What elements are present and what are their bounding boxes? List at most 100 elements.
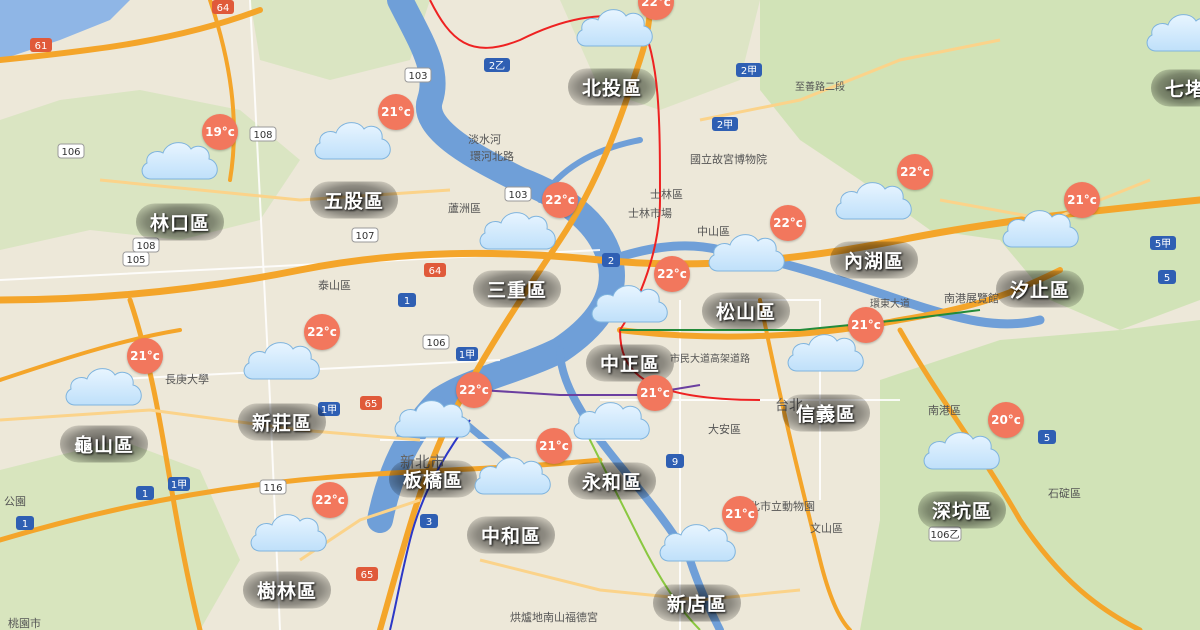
svg-text:石碇區: 石碇區	[1048, 486, 1081, 500]
cloud-icon	[239, 333, 325, 387]
svg-text:公園: 公園	[4, 495, 26, 508]
svg-text:107: 107	[355, 231, 374, 242]
svg-text:1: 1	[404, 296, 410, 307]
cloud-icon	[919, 423, 1005, 477]
district-label[interactable]: 內湖區	[829, 241, 919, 279]
place-labels: 淡水河 環河北路 國立故宮博物院 士林區 士林市場 中山區 蘆洲區 泰山區 長庚…	[4, 80, 1081, 630]
district-label[interactable]: 樹林區	[242, 571, 332, 609]
svg-text:蘆洲區: 蘆洲區	[448, 201, 481, 215]
svg-text:64: 64	[429, 266, 442, 277]
svg-text:士林市場: 士林市場	[628, 206, 672, 220]
cloud-icon	[475, 203, 561, 257]
svg-text:2: 2	[608, 256, 614, 267]
svg-text:106乙: 106乙	[930, 529, 959, 541]
road-shields: 64 61 103 2乙 2甲 2甲 108 106 108 105 107 1…	[16, 0, 1176, 581]
cloud-icon	[998, 201, 1084, 255]
svg-text:大安區: 大安區	[708, 422, 741, 436]
cloud-icon	[569, 393, 655, 447]
cloud-icon	[783, 325, 869, 379]
svg-text:5: 5	[1164, 273, 1170, 284]
temperature-badge: 22°c	[654, 256, 690, 292]
svg-text:5甲: 5甲	[1155, 239, 1171, 250]
svg-text:泰山區: 泰山區	[318, 278, 351, 292]
svg-text:2甲: 2甲	[717, 120, 733, 131]
temperature-badge: 22°c	[304, 314, 340, 350]
cloud-icon	[470, 448, 556, 502]
svg-text:106: 106	[61, 147, 80, 158]
cloud-icon	[831, 173, 917, 227]
svg-text:長庚大學: 長庚大學	[165, 372, 209, 386]
district-label[interactable]: 深坑區	[917, 491, 1007, 529]
temperature-badge: 19°c	[202, 114, 238, 150]
svg-text:61: 61	[35, 41, 48, 52]
cloud-icon	[655, 515, 741, 569]
temperature-badge: 22°c	[456, 372, 492, 408]
district-label[interactable]: 北投區	[567, 68, 657, 106]
temperature-badge: 21°c	[1064, 182, 1100, 218]
temperature-badge: 22°c	[312, 482, 348, 518]
temperature-badge: 21°c	[722, 496, 758, 532]
svg-text:士林區: 士林區	[650, 187, 683, 201]
svg-text:103: 103	[508, 190, 527, 201]
temperature-badge: 21°c	[378, 94, 414, 130]
svg-text:1甲: 1甲	[459, 350, 475, 361]
temperature-badge: 21°c	[536, 428, 572, 464]
district-label[interactable]: 松山區	[701, 292, 791, 330]
district-label[interactable]: 永和區	[567, 462, 657, 500]
cloud-icon	[137, 133, 223, 187]
district-label[interactable]: 龜山區	[59, 425, 149, 463]
svg-text:烘爐地南山福德宮: 烘爐地南山福德宮	[510, 610, 598, 624]
cloud-icon	[1142, 5, 1200, 59]
svg-text:南港展覽館: 南港展覽館	[944, 291, 999, 305]
svg-text:1: 1	[142, 489, 148, 500]
district-label[interactable]: 新店區	[652, 584, 742, 622]
svg-text:5: 5	[1044, 433, 1050, 444]
svg-text:2甲: 2甲	[741, 66, 757, 77]
district-label[interactable]: 七堵	[1150, 69, 1200, 107]
district-label[interactable]: 中和區	[466, 516, 556, 554]
museum-label: 國立故宮博物院	[690, 152, 767, 166]
district-label[interactable]: 五股區	[309, 181, 399, 219]
temperature-badge: 22°c	[897, 154, 933, 190]
svg-text:1甲: 1甲	[171, 480, 187, 491]
cloud-icon	[310, 113, 396, 167]
svg-text:文山區: 文山區	[810, 521, 843, 535]
svg-text:108: 108	[253, 130, 272, 141]
district-label[interactable]: 三重區	[472, 270, 562, 308]
cloud-icon	[572, 0, 658, 54]
svg-text:中山區: 中山區	[697, 225, 730, 238]
svg-text:2乙: 2乙	[489, 60, 505, 72]
svg-text:64: 64	[217, 3, 230, 14]
district-label[interactable]: 林口區	[135, 203, 225, 241]
svg-text:環東大道: 環東大道	[870, 297, 910, 310]
cloud-icon	[704, 225, 790, 279]
svg-text:103: 103	[408, 71, 427, 82]
svg-text:南港區: 南港區	[928, 404, 961, 417]
temperature-badge: 21°c	[637, 375, 673, 411]
svg-text:105: 105	[126, 255, 145, 266]
svg-text:1: 1	[22, 519, 28, 530]
svg-text:環河北路: 環河北路	[470, 150, 514, 163]
cloud-icon	[61, 359, 147, 413]
svg-text:108: 108	[136, 241, 155, 252]
svg-text:市民大道高架道路: 市民大道高架道路	[670, 352, 750, 365]
svg-text:9: 9	[672, 457, 678, 468]
cloud-icon	[246, 505, 332, 559]
svg-text:116: 116	[263, 483, 282, 494]
svg-text:桃園市: 桃園市	[8, 616, 41, 630]
svg-text:1甲: 1甲	[321, 405, 337, 416]
svg-text:65: 65	[365, 399, 378, 410]
temperature-badge: 20°c	[988, 402, 1024, 438]
district-label[interactable]: 汐止區	[995, 270, 1085, 308]
district-label[interactable]: 新莊區	[237, 403, 327, 441]
cloud-icon	[587, 276, 673, 330]
temperature-badge: 21°c	[127, 338, 163, 374]
svg-text:65: 65	[361, 570, 374, 581]
district-label[interactable]: 板橋區	[388, 460, 478, 498]
cloud-icon	[390, 391, 476, 445]
svg-text:至善路二段: 至善路二段	[795, 80, 845, 93]
temperature-badge: 22°c	[770, 205, 806, 241]
district-label[interactable]: 信義區	[781, 394, 871, 432]
svg-text:106: 106	[426, 338, 445, 349]
svg-text:3: 3	[426, 517, 432, 528]
